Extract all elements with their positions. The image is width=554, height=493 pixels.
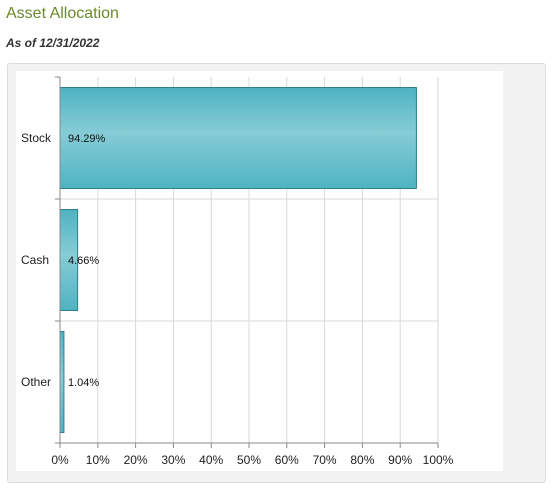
x-tick-label: 80% — [350, 453, 374, 467]
data-label: 94.29% — [68, 133, 106, 145]
x-tick-label: 60% — [275, 453, 299, 467]
x-tick-label: 0% — [51, 453, 69, 467]
x-tick-label: 30% — [161, 453, 185, 467]
bar-stock — [59, 87, 417, 189]
x-tick-label: 40% — [199, 453, 223, 467]
data-label: 4.66% — [68, 255, 99, 267]
x-tick-label: 100% — [423, 453, 454, 467]
as-of-date: As of 12/31/2022 — [6, 36, 100, 50]
axes: 0% 10% 20% 30% 40% 50% 60% 70% 80% 90% 100% Stock 94… — [21, 76, 454, 467]
data-label: 1.04% — [68, 377, 99, 389]
x-tick-label: 70% — [313, 453, 337, 467]
category-label: Stock — [21, 131, 52, 145]
x-tick-label: 50% — [237, 453, 261, 467]
category-label: Other — [21, 375, 51, 389]
x-tick-label: 20% — [124, 453, 148, 467]
bar-other — [59, 331, 65, 433]
page-title: Asset Allocation — [6, 5, 119, 22]
category-label: Cash — [21, 253, 49, 267]
bars — [59, 87, 417, 433]
x-tick-label: 90% — [388, 453, 412, 467]
x-tick-label: 10% — [86, 453, 110, 467]
